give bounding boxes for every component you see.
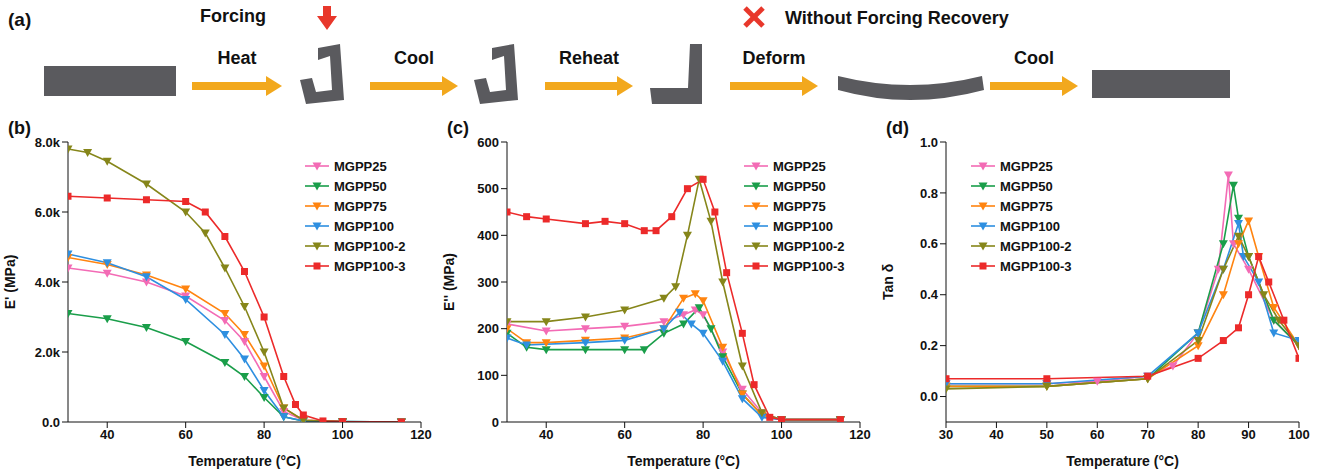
- svg-text:0.6: 0.6: [920, 236, 938, 251]
- svg-text:E' (MPa): E' (MPa): [2, 255, 18, 310]
- svg-text:0.0: 0.0: [42, 415, 60, 430]
- svg-text:Without Forcing Recovery: Without Forcing Recovery: [785, 8, 1009, 28]
- html-text:MGPP50: MGPP50: [773, 178, 826, 194]
- html-text:MGPP100-2: MGPP100-2: [334, 238, 406, 254]
- html-text:MGPP100: MGPP100: [1000, 218, 1060, 234]
- html-text:MGPP75: MGPP75: [334, 198, 387, 214]
- svg-text:60: 60: [617, 427, 631, 442]
- svg-text:40: 40: [100, 427, 114, 442]
- svg-text:120: 120: [410, 427, 432, 442]
- svg-text:120: 120: [849, 427, 871, 442]
- html-text:MGPP75: MGPP75: [773, 198, 826, 214]
- svg-text:6.0k: 6.0k: [35, 205, 61, 220]
- svg-text:Reheat: Reheat: [559, 48, 619, 68]
- html-text:MGPP100-2: MGPP100-2: [1000, 238, 1072, 254]
- svg-text:0.0: 0.0: [920, 389, 938, 404]
- svg-text:200: 200: [477, 321, 499, 336]
- svg-text:80: 80: [1191, 427, 1205, 442]
- svg-text:0.8: 0.8: [920, 186, 938, 201]
- svg-text:0.4: 0.4: [920, 287, 939, 302]
- svg-text:50: 50: [1040, 427, 1054, 442]
- svg-text:Tan δ: Tan δ: [880, 264, 896, 300]
- html-text:(b): (b): [8, 118, 31, 138]
- svg-text:2.0k: 2.0k: [35, 345, 61, 360]
- svg-text:(a): (a): [8, 9, 31, 30]
- html-text:MGPP50: MGPP50: [334, 178, 387, 194]
- html-text:(c): (c): [447, 118, 469, 138]
- svg-text:8.0k: 8.0k: [35, 135, 61, 150]
- svg-text:100: 100: [332, 427, 354, 442]
- html-text:MGPP100-3: MGPP100-3: [1000, 258, 1072, 274]
- svg-text:Temperature (°C): Temperature (°C): [188, 453, 301, 469]
- svg-text:80: 80: [257, 427, 271, 442]
- svg-text:Deform: Deform: [742, 48, 805, 68]
- svg-text:4.0k: 4.0k: [35, 275, 61, 290]
- svg-text:100: 100: [477, 368, 499, 383]
- svg-text:0.2: 0.2: [920, 338, 938, 353]
- html-text:MGPP100: MGPP100: [773, 218, 833, 234]
- svg-text:400: 400: [477, 228, 499, 243]
- html-text:MGPP25: MGPP25: [334, 158, 387, 174]
- html-text:MGPP25: MGPP25: [1000, 158, 1053, 174]
- html-text:MGPP75: MGPP75: [1000, 198, 1053, 214]
- html-text:MGPP100-2: MGPP100-2: [773, 238, 845, 254]
- svg-text:500: 500: [477, 181, 499, 196]
- svg-text:40: 40: [989, 427, 1003, 442]
- svg-text:Forcing: Forcing: [200, 6, 266, 26]
- svg-text:Cool: Cool: [1014, 48, 1054, 68]
- svg-text:Temperature (°C): Temperature (°C): [1066, 453, 1179, 469]
- html-text:MGPP100-3: MGPP100-3: [334, 258, 406, 274]
- html-text:MGPP100-3: MGPP100-3: [773, 258, 845, 274]
- svg-text:600: 600: [477, 135, 499, 150]
- svg-text:60: 60: [1090, 427, 1104, 442]
- svg-text:300: 300: [477, 275, 499, 290]
- html-text:MGPP50: MGPP50: [1000, 178, 1053, 194]
- svg-text:100: 100: [1288, 427, 1310, 442]
- svg-text:Cool: Cool: [394, 48, 434, 68]
- svg-text:80: 80: [696, 427, 710, 442]
- html-text:MGPP100: MGPP100: [334, 218, 394, 234]
- svg-text:Temperature (°C): Temperature (°C): [627, 453, 740, 469]
- html-text:MGPP25: MGPP25: [773, 158, 826, 174]
- svg-text:1.0: 1.0: [920, 135, 938, 150]
- svg-text:30: 30: [939, 427, 953, 442]
- svg-text:90: 90: [1241, 427, 1255, 442]
- svg-text:60: 60: [178, 427, 192, 442]
- svg-text:Heat: Heat: [217, 48, 256, 68]
- svg-text:100: 100: [771, 427, 793, 442]
- svg-text:0: 0: [492, 415, 499, 430]
- svg-text:40: 40: [539, 427, 553, 442]
- html-text:(d): (d): [886, 118, 909, 138]
- svg-text:E'' (MPa): E'' (MPa): [441, 253, 457, 311]
- svg-text:70: 70: [1140, 427, 1154, 442]
